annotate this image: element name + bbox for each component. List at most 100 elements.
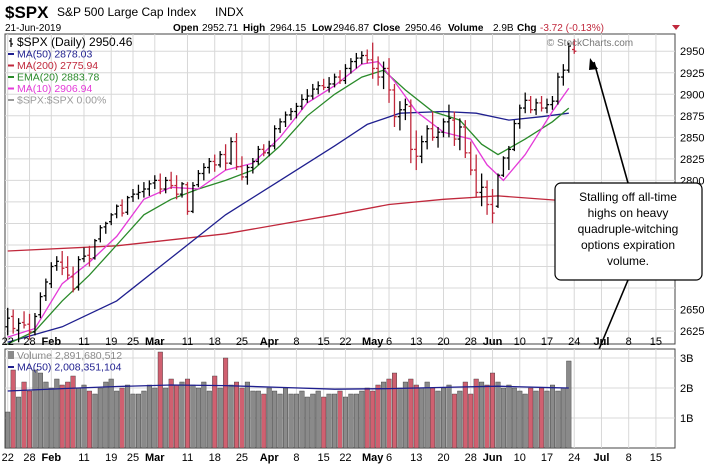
candle [5,307,10,336]
volume-bar [152,387,158,449]
volume-bar [381,381,387,449]
volume-bar [326,393,332,449]
ma50-line [7,110,569,343]
candle [397,101,403,131]
candle [539,96,544,112]
x-tick-label: 18 [209,336,221,348]
price-tick-label: 2825 [680,154,704,166]
volume-bar [343,396,349,449]
watermark: © StockCharts.com [547,38,633,49]
volume-bar [473,378,479,449]
x-tick-label: 8 [626,336,632,348]
legend-entry: Volume 2,891,680,512 [8,350,122,362]
candle [375,56,381,86]
candle [512,120,517,152]
x-tick-label: 25 [127,452,139,464]
volume-bar [174,384,180,449]
symbol-name: S&P 500 Large Cap Index [57,5,196,19]
open-value: 2952.71 [202,23,239,34]
candle [185,182,190,215]
volume-bar [293,393,299,449]
candle [435,127,441,148]
x-tick-label: 8 [293,336,299,348]
candle [414,130,419,171]
candle [158,173,163,195]
x-tick-label: 20 [437,452,449,464]
x-tick-label: 10 [514,336,526,348]
volume-bar [424,381,430,449]
x-tick-label: Apr [260,452,280,464]
volume-bar [65,381,71,449]
open-label: Open [173,23,199,34]
volume-bar [386,378,392,449]
x-tick-label: 20 [437,336,449,348]
volume-bar [212,375,218,449]
legend-label: $SPX:$SPX 0.00% [17,95,106,107]
candle [98,225,103,243]
candle [479,173,484,207]
candle [54,256,59,271]
volume-bar [244,381,250,449]
candle [337,70,343,84]
candle [87,245,92,267]
candle [239,156,245,181]
candle [119,199,125,217]
candle [473,154,479,198]
candle [16,318,21,343]
volume-ma50-line [7,384,569,392]
x-tick-label: Jul [594,336,610,348]
candle [70,266,76,293]
candle [321,78,326,90]
candle [310,83,315,100]
x-tick-label: 8 [293,452,299,464]
volume-bar [250,390,256,449]
x-tick-label: Feb [42,336,62,348]
chg-label: Chg [517,23,536,34]
close-label: Close [373,23,401,34]
low-label: Low [312,23,332,34]
candle [10,309,16,334]
down-arrow-icon [672,25,680,30]
volume-bar [223,357,229,449]
x-tick-label: May [362,336,384,348]
x-tick-label: 28 [465,336,477,348]
volume-bar [528,387,534,449]
volume-bar [168,378,174,449]
x-tick-label: 10 [514,452,526,464]
candle [452,111,457,146]
volume-bar [533,390,539,449]
candle [326,77,332,93]
volume-bar [86,390,92,449]
candle [250,158,256,174]
volume-bar [125,384,131,449]
candle [27,313,32,340]
legend-entry: $SPX (Daily) 2950.46 [9,35,133,49]
candle [343,64,348,84]
volume-bar [48,387,54,449]
legend-entry: MA(50) 2878.03 [8,49,92,61]
candlestick-series [5,39,577,343]
high-value: 2964.15 [270,23,307,34]
candle [109,213,114,226]
x-tick-label: 19 [105,336,117,348]
candle [190,182,196,214]
candle [49,262,54,289]
candle [261,144,266,157]
volume-bar [27,390,33,449]
price-tick-label: 2950 [680,46,704,58]
volume-bar [359,390,365,449]
volume-bar [16,396,22,449]
volume-bar [484,384,490,449]
volume-bar [233,381,239,449]
volume-bar [272,390,278,449]
price-tick-label: 2875 [680,111,704,123]
volume-label: Volume [448,23,484,34]
volume-bar [457,390,463,449]
volume-bar [495,381,501,449]
candle [430,111,435,141]
candle [441,118,446,138]
volume-bar [32,369,38,449]
candle [76,256,81,291]
x-tick-label: 15 [650,336,662,348]
x-tick-label: 6 [386,452,392,464]
